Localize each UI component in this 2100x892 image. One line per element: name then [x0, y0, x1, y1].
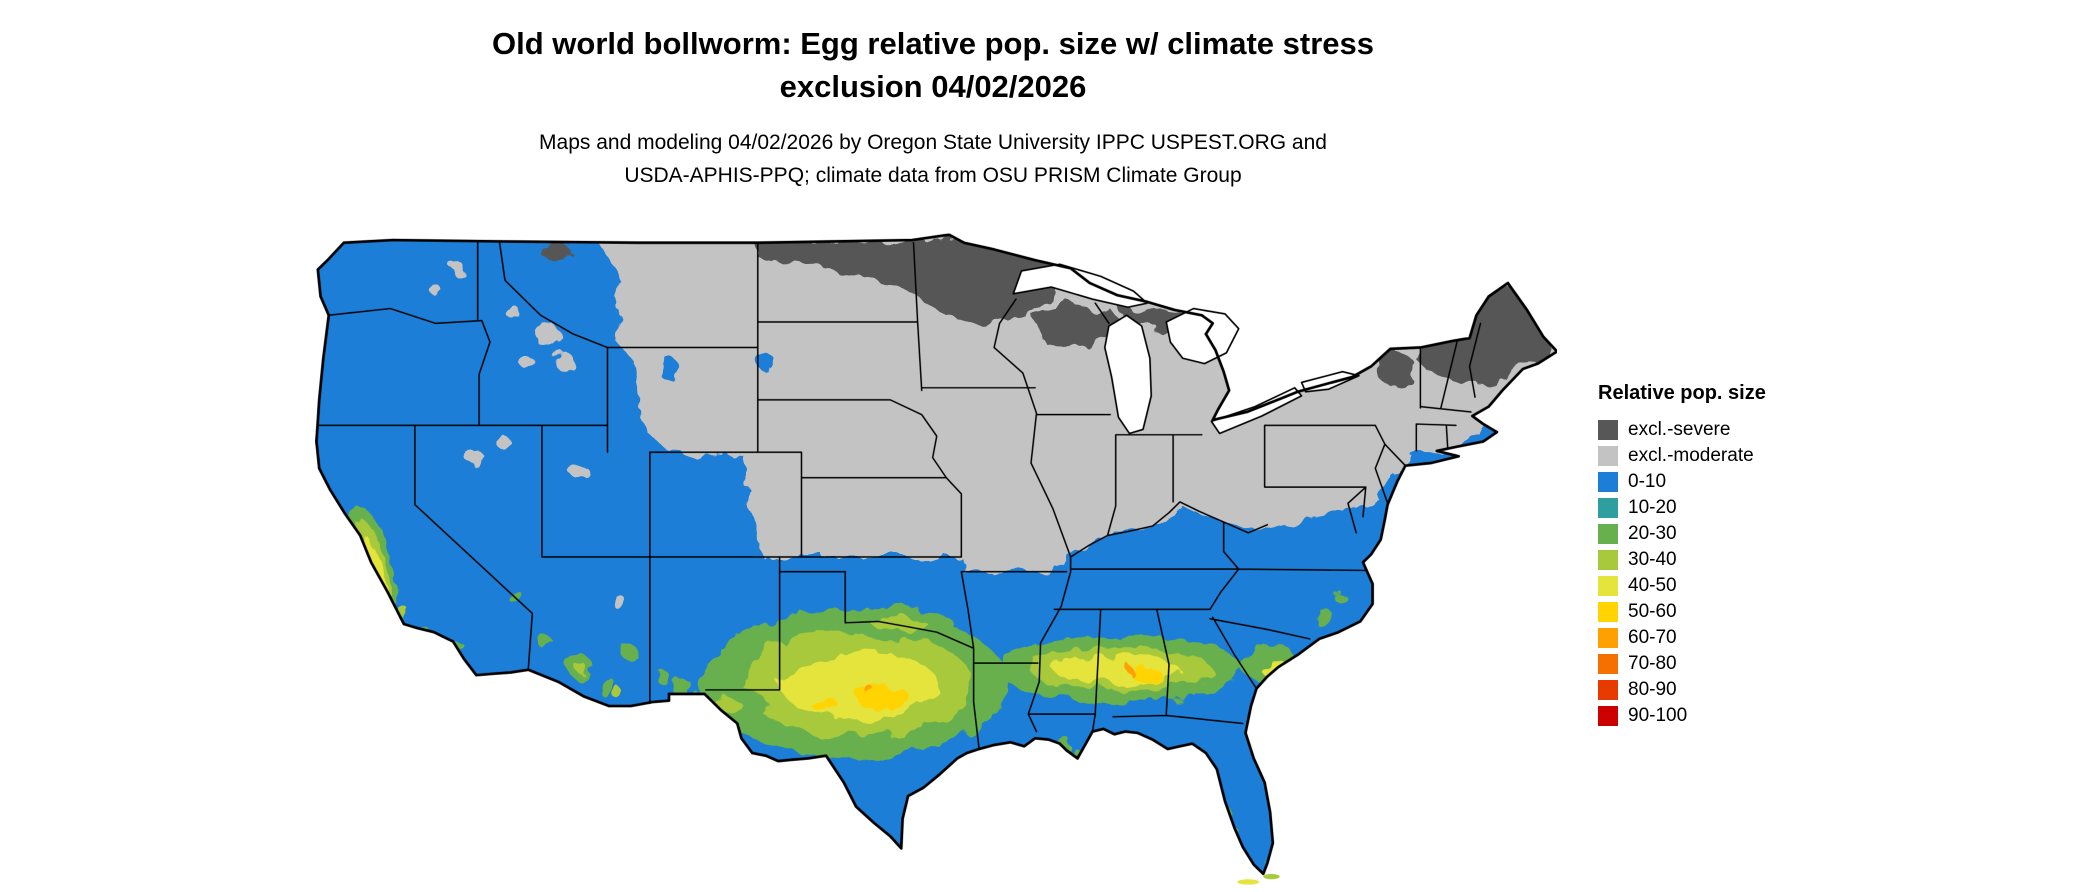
legend-swatch — [1598, 602, 1618, 622]
legend-swatch — [1598, 420, 1618, 440]
map-region-excl-severe — [539, 234, 1552, 386]
legend-swatch — [1598, 550, 1618, 570]
legend-swatch — [1598, 498, 1618, 518]
legend-item: excl.-moderate — [1598, 443, 1766, 469]
legend-item: 30-40 — [1598, 547, 1766, 573]
subtitle-line-1: Maps and modeling 04/02/2026 by Oregon S… — [539, 131, 1327, 154]
legend-swatch — [1598, 654, 1618, 674]
legend-item: 50-60 — [1598, 599, 1766, 625]
legend-label: 70-80 — [1628, 653, 1677, 674]
legend-swatch — [1598, 706, 1618, 726]
legend-label: 40-50 — [1628, 575, 1677, 596]
legend-label: excl.-moderate — [1628, 445, 1754, 466]
great-lakes — [1012, 263, 1360, 435]
legend-swatch — [1598, 446, 1618, 466]
us-map-figure — [311, 232, 1557, 890]
legend-swatch — [1598, 472, 1618, 492]
legend-label: 30-40 — [1628, 549, 1677, 570]
legend-swatch — [1598, 628, 1618, 648]
legend-title: Relative pop. size — [1598, 382, 1766, 404]
lake-superior — [1012, 263, 1148, 309]
title-line-2: exclusion 04/02/2026 — [779, 69, 1087, 104]
legend-label: 10-20 — [1628, 497, 1677, 518]
legend-item: 10-20 — [1598, 495, 1766, 521]
florida-keys — [1237, 873, 1280, 885]
lake-michigan — [1103, 314, 1153, 435]
legend-label: 90-100 — [1628, 705, 1688, 726]
legend-label: 20-30 — [1628, 523, 1677, 544]
legend-swatch — [1598, 576, 1618, 596]
legend-swatch — [1598, 680, 1618, 700]
legend-label: 0-10 — [1628, 471, 1667, 492]
legend-label: 60-70 — [1628, 627, 1677, 648]
legend-label: excl.-severe — [1628, 419, 1731, 440]
us-map-svg — [315, 233, 1557, 885]
legend-item: 90-100 — [1598, 703, 1766, 729]
legend-item: 0-10 — [1598, 469, 1766, 495]
legend-label: 80-90 — [1628, 679, 1677, 700]
page-title: Old world bollworm: Egg relative pop. si… — [0, 22, 1866, 108]
legend: Relative pop. size excl.-severe excl.-mod… — [1598, 382, 1766, 729]
legend-item: 70-80 — [1598, 651, 1766, 677]
legend-item: excl.-severe — [1598, 417, 1766, 443]
legend-item: 40-50 — [1598, 573, 1766, 599]
legend-swatch — [1598, 524, 1618, 544]
legend-item: 80-90 — [1598, 677, 1766, 703]
page-subtitle: Maps and modeling 04/02/2026 by Oregon S… — [0, 126, 1866, 192]
legend-items: excl.-severe excl.-moderate 0-10 10-20 20-30… — [1598, 417, 1766, 729]
title-line-1: Old world bollworm: Egg relative pop. si… — [492, 26, 1374, 61]
legend-label: 50-60 — [1628, 601, 1677, 622]
subtitle-line-2: USDA-APHIS-PPQ; climate data from OSU PR… — [624, 164, 1242, 187]
legend-item: 20-30 — [1598, 521, 1766, 547]
lake-huron — [1165, 307, 1240, 365]
state-borders — [318, 242, 1482, 750]
legend-item: 60-70 — [1598, 625, 1766, 651]
